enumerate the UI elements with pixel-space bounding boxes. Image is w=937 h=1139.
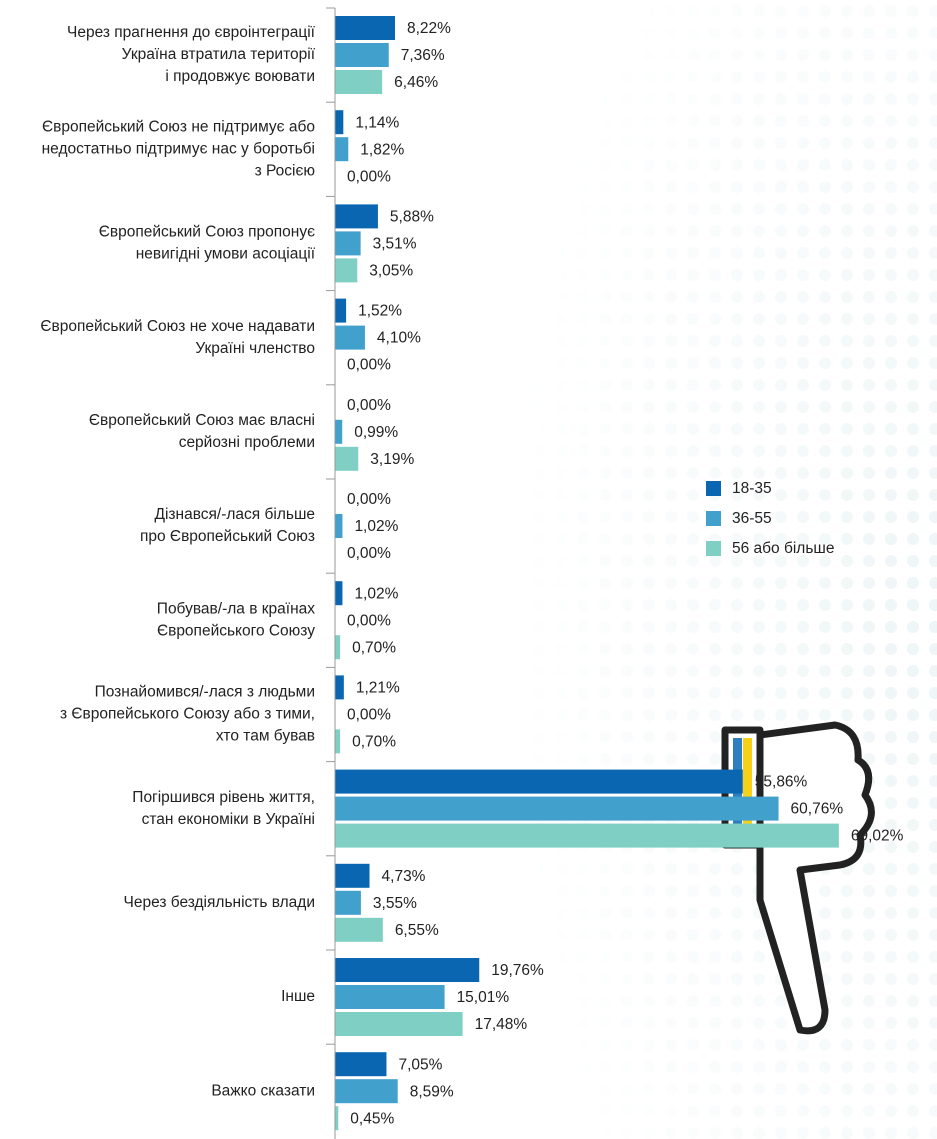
bar — [335, 769, 743, 794]
value-label: 8,59% — [410, 1083, 454, 1100]
category-label: з Росією — [255, 162, 315, 179]
bar — [335, 258, 358, 283]
category-label: і продовжує воювати — [165, 68, 315, 85]
value-label: 3,55% — [373, 895, 417, 912]
bar — [335, 16, 396, 40]
legend-swatch — [706, 481, 721, 496]
bar — [335, 1052, 387, 1077]
value-label: 17,48% — [475, 1016, 528, 1033]
legend-swatch — [706, 541, 721, 556]
bar — [335, 958, 480, 982]
value-label: 0,99% — [354, 424, 398, 441]
category-label: Важко сказати — [211, 1082, 315, 1099]
category-label: Європейський Союз не підтримує або — [42, 118, 315, 135]
bar — [335, 1106, 339, 1131]
value-label: 0,00% — [347, 706, 391, 723]
category-label: Україні членство — [195, 340, 315, 357]
bar — [335, 1012, 463, 1036]
value-label: 1,02% — [354, 585, 398, 602]
bar — [335, 863, 370, 888]
value-label: 0,00% — [347, 612, 391, 629]
value-label: 3,51% — [373, 235, 417, 252]
value-label: 1,52% — [358, 303, 402, 320]
legend-label: 18-35 — [732, 480, 772, 497]
category-label: серйозні проблеми — [179, 434, 315, 451]
value-label: 1,82% — [360, 141, 404, 158]
category-label: стан економіки в Україні — [142, 811, 315, 828]
bar — [335, 137, 349, 162]
value-label: 15,01% — [457, 989, 510, 1006]
category-label: Дізнався/-лася більше — [154, 506, 315, 523]
value-label: 7,05% — [398, 1056, 442, 1073]
legend-label: 36-55 — [732, 510, 772, 527]
value-label: 19,76% — [491, 962, 544, 979]
bar — [335, 985, 445, 1009]
value-label: 60,76% — [791, 801, 844, 818]
category-label: Україна втратила території — [122, 46, 316, 63]
category-label: Європейський Союз має власні — [89, 412, 315, 429]
value-label: 5,88% — [390, 208, 434, 225]
category-label: про Європейський Союз — [140, 528, 315, 545]
value-label: 3,05% — [369, 262, 413, 279]
bar — [335, 917, 383, 942]
bar — [335, 635, 341, 660]
bar — [335, 204, 378, 229]
bar — [335, 43, 389, 67]
category-label: Через бездіяльність влади — [124, 894, 316, 911]
legend-label: 56 або більше — [732, 540, 834, 557]
value-label: 0,00% — [347, 168, 391, 185]
bar — [335, 325, 365, 350]
value-label: 4,10% — [377, 330, 421, 347]
bar — [335, 419, 343, 444]
value-label: 6,46% — [394, 74, 438, 91]
bar — [335, 675, 344, 700]
value-label: 1,02% — [354, 518, 398, 535]
category-label: з Європейського Союзу або з тими, — [60, 706, 315, 723]
value-label: 0,00% — [347, 491, 391, 508]
category-label: Європейський Союз не хоче надавати — [40, 318, 315, 335]
value-label: 7,36% — [401, 47, 445, 64]
category-label: Європейський Союз пропонує — [99, 224, 315, 241]
bar — [335, 823, 839, 848]
value-label: 0,70% — [352, 639, 396, 656]
bar — [335, 890, 361, 915]
bar — [335, 581, 343, 606]
category-label: Познайомився/-лася з людьми — [95, 684, 315, 701]
value-label: 3,19% — [370, 451, 414, 468]
bar — [335, 446, 359, 471]
bar — [335, 729, 341, 754]
category-label: Побував/-ла в країнах — [157, 600, 315, 617]
value-label: 0,00% — [347, 397, 391, 414]
background-dots — [400, 0, 937, 1139]
bar — [335, 514, 343, 538]
category-label: хто там бував — [216, 728, 315, 745]
value-label: 4,73% — [382, 868, 426, 885]
bar — [335, 1079, 398, 1104]
value-label: 0,70% — [352, 733, 396, 750]
category-label: Європейського Союзу — [157, 622, 315, 639]
bar — [335, 110, 344, 135]
value-label: 8,22% — [407, 20, 451, 37]
category-label: Інше — [281, 988, 315, 1005]
bar — [335, 70, 383, 94]
legend-swatch — [706, 511, 721, 526]
bar — [335, 231, 361, 256]
value-label: 0,45% — [350, 1110, 394, 1127]
value-label: 0,00% — [347, 357, 391, 374]
value-label: 6,55% — [395, 922, 439, 939]
value-label: 69,02% — [851, 828, 904, 845]
category-label: недостатньо підтримує нас у боротьбі — [42, 140, 315, 157]
value-label: 1,14% — [355, 114, 399, 131]
value-label: 0,00% — [347, 545, 391, 562]
bar — [335, 298, 347, 323]
category-label: Через прагнення до євроінтеграції — [67, 24, 316, 41]
value-label: 55,86% — [755, 774, 808, 791]
value-label: 1,21% — [356, 679, 400, 696]
bar — [335, 796, 779, 821]
category-label: Погіршився рівень життя, — [132, 789, 315, 806]
category-label: невигідні умови асоціації — [136, 246, 316, 263]
